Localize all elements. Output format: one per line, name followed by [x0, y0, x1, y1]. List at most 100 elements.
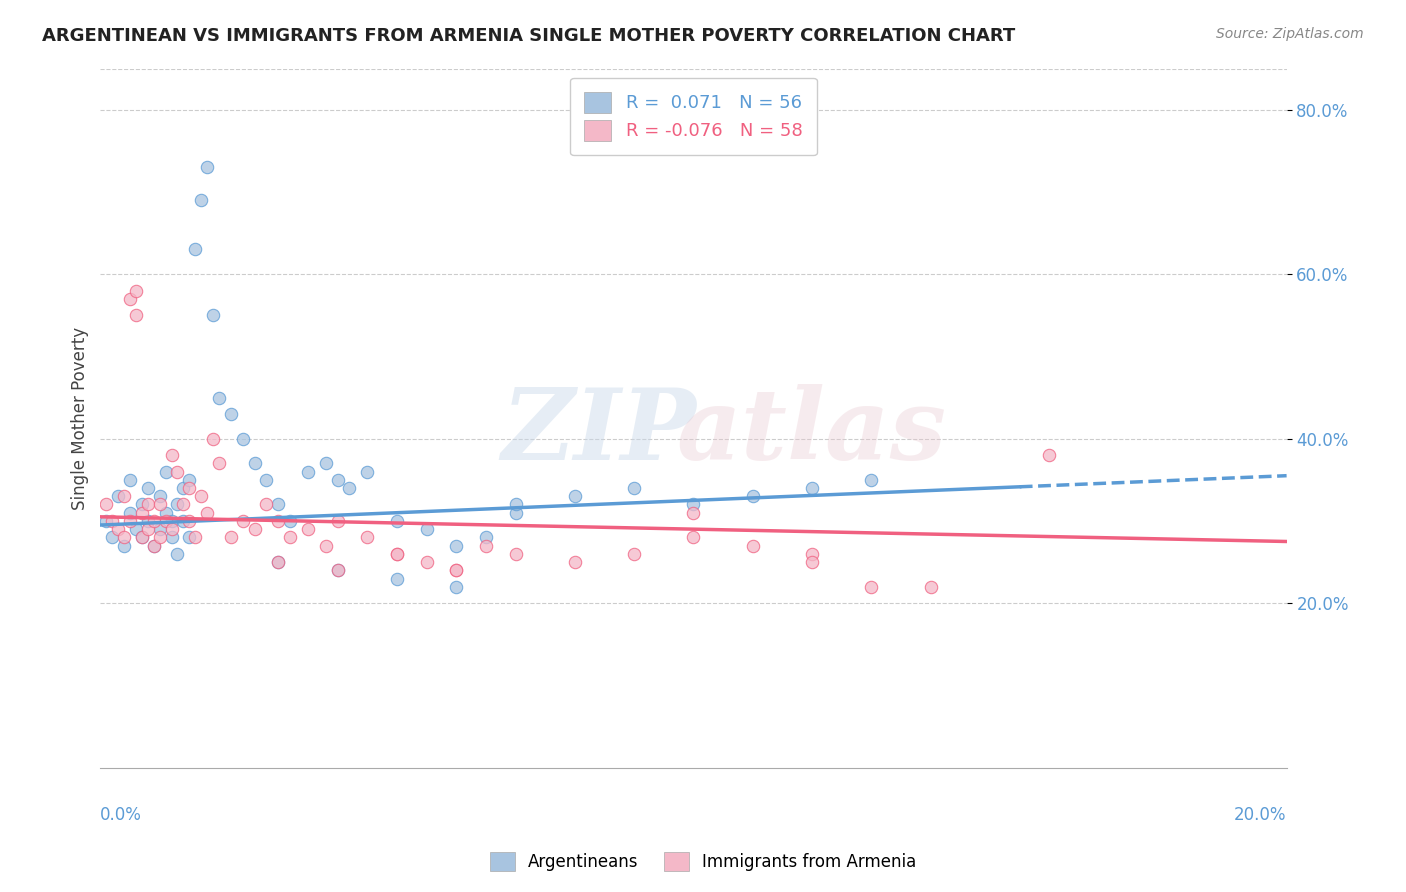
Point — [385, 514, 408, 528]
Point — [254, 498, 277, 512]
Point — [96, 498, 118, 512]
Point — [801, 547, 824, 561]
Point — [623, 481, 645, 495]
Point — [564, 555, 586, 569]
Point — [131, 530, 153, 544]
Point — [741, 489, 763, 503]
Point — [131, 506, 153, 520]
Point — [195, 506, 218, 520]
Point — [741, 539, 763, 553]
Point — [190, 193, 212, 207]
Point — [505, 547, 527, 561]
Point — [112, 489, 135, 503]
Point — [326, 473, 349, 487]
Point — [267, 555, 290, 569]
Point — [142, 514, 165, 528]
Point — [385, 547, 408, 561]
Point — [160, 522, 183, 536]
Point — [232, 432, 254, 446]
Point — [96, 514, 118, 528]
Point — [172, 514, 194, 528]
Point — [118, 292, 141, 306]
Point — [267, 498, 290, 512]
Text: ZIP: ZIP — [501, 384, 696, 481]
Legend: R =  0.071   N = 56, R = -0.076   N = 58: R = 0.071 N = 56, R = -0.076 N = 58 — [569, 78, 817, 155]
Point — [179, 481, 201, 495]
Point — [155, 506, 177, 520]
Point — [195, 160, 218, 174]
Point — [339, 481, 361, 495]
Point — [232, 514, 254, 528]
Point — [278, 514, 301, 528]
Point — [385, 572, 408, 586]
Text: atlas: atlas — [678, 384, 948, 481]
Point — [149, 498, 172, 512]
Point — [297, 465, 319, 479]
Point — [444, 563, 467, 577]
Point — [149, 489, 172, 503]
Point — [219, 407, 242, 421]
Point — [326, 514, 349, 528]
Point — [131, 498, 153, 512]
Point — [860, 580, 883, 594]
Point — [160, 448, 183, 462]
Point — [278, 530, 301, 544]
Point — [475, 530, 498, 544]
Point — [682, 506, 704, 520]
Point — [444, 563, 467, 577]
Point — [801, 481, 824, 495]
Point — [166, 465, 188, 479]
Point — [190, 489, 212, 503]
Point — [155, 465, 177, 479]
Point — [444, 580, 467, 594]
Point — [131, 530, 153, 544]
Point — [202, 308, 225, 322]
Point — [149, 522, 172, 536]
Point — [202, 432, 225, 446]
Point — [112, 530, 135, 544]
Point — [107, 522, 129, 536]
Point — [415, 522, 437, 536]
Point — [184, 243, 207, 257]
Point — [125, 522, 148, 536]
Point — [297, 522, 319, 536]
Point — [184, 530, 207, 544]
Point — [172, 481, 194, 495]
Point — [801, 555, 824, 569]
Point — [326, 563, 349, 577]
Point — [179, 514, 201, 528]
Point — [356, 465, 378, 479]
Point — [142, 539, 165, 553]
Point — [112, 539, 135, 553]
Point — [315, 539, 337, 553]
Point — [475, 539, 498, 553]
Point — [415, 555, 437, 569]
Legend: Argentineans, Immigrants from Armenia: Argentineans, Immigrants from Armenia — [481, 843, 925, 880]
Point — [208, 391, 231, 405]
Point — [219, 530, 242, 544]
Text: 20.0%: 20.0% — [1234, 806, 1286, 824]
Point — [682, 498, 704, 512]
Point — [172, 498, 194, 512]
Y-axis label: Single Mother Poverty: Single Mother Poverty — [72, 326, 89, 509]
Point — [179, 530, 201, 544]
Text: Source: ZipAtlas.com: Source: ZipAtlas.com — [1216, 27, 1364, 41]
Point — [125, 308, 148, 322]
Text: ARGENTINEAN VS IMMIGRANTS FROM ARMENIA SINGLE MOTHER POVERTY CORRELATION CHART: ARGENTINEAN VS IMMIGRANTS FROM ARMENIA S… — [42, 27, 1015, 45]
Point — [101, 530, 124, 544]
Point — [136, 498, 159, 512]
Point — [920, 580, 942, 594]
Point — [315, 456, 337, 470]
Point — [118, 473, 141, 487]
Point — [160, 530, 183, 544]
Point — [267, 514, 290, 528]
Point — [1038, 448, 1060, 462]
Point — [385, 547, 408, 561]
Point — [107, 489, 129, 503]
Point — [142, 539, 165, 553]
Point — [623, 547, 645, 561]
Point — [149, 530, 172, 544]
Point — [160, 514, 183, 528]
Point — [118, 514, 141, 528]
Point — [444, 539, 467, 553]
